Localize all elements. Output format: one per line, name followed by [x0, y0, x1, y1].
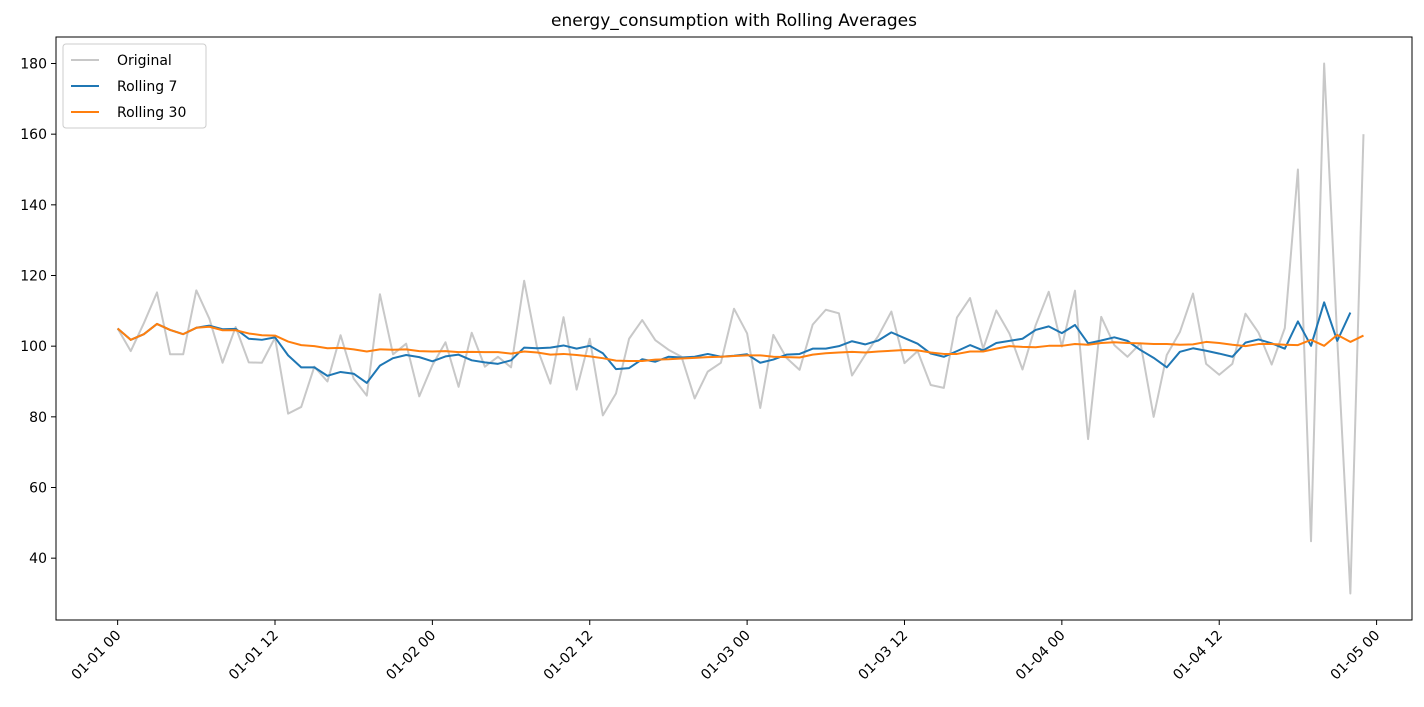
- x-tick-label: 01-01 00: [69, 628, 125, 684]
- legend-label-original: Original: [117, 53, 172, 69]
- x-tick-label: 01-02 12: [541, 628, 597, 684]
- y-tick-label: 160: [20, 127, 47, 143]
- legend: Original Rolling 7 Rolling 30: [62, 43, 207, 129]
- x-tick-label: 01-02 00: [383, 628, 439, 684]
- legend-label-rolling-7: Rolling 7: [117, 79, 177, 95]
- x-tick-label: 01-01 12: [226, 628, 282, 684]
- legend-label-rolling-30: Rolling 30: [117, 105, 186, 121]
- y-tick-label: 180: [20, 57, 47, 73]
- y-tick-label: 140: [20, 198, 47, 214]
- y-tick-label: 120: [20, 269, 47, 285]
- y-tick-label: 40: [29, 551, 47, 567]
- x-tick-label: 01-03 00: [698, 628, 754, 684]
- legend-box: [62, 43, 207, 129]
- plot-area: [116, 62, 1365, 595]
- axes-frame: [55, 36, 1413, 621]
- chart-title: energy_consumption with Rolling Averages: [551, 11, 917, 31]
- y-tick-label: 60: [29, 481, 47, 497]
- x-tick-label: 01-04 12: [1170, 628, 1226, 684]
- series-line-original: [116, 62, 1365, 595]
- series-line-rolling-30: [116, 322, 1364, 363]
- y-tick-label: 80: [29, 410, 47, 426]
- y-tick-label: 100: [20, 339, 47, 355]
- series-line-rolling-7: [116, 301, 1352, 384]
- x-tick-label: 01-03 12: [855, 628, 911, 684]
- x-axis: 01-01 00 01-01 12 01-02 00 01-02 12 01-03 00…: [69, 620, 1384, 684]
- x-tick-label: 01-04 00: [1013, 628, 1069, 684]
- x-tick-label: 01-05 00: [1328, 628, 1384, 684]
- y-axis: 40 60 80 100 120 140 160 180: [20, 57, 56, 567]
